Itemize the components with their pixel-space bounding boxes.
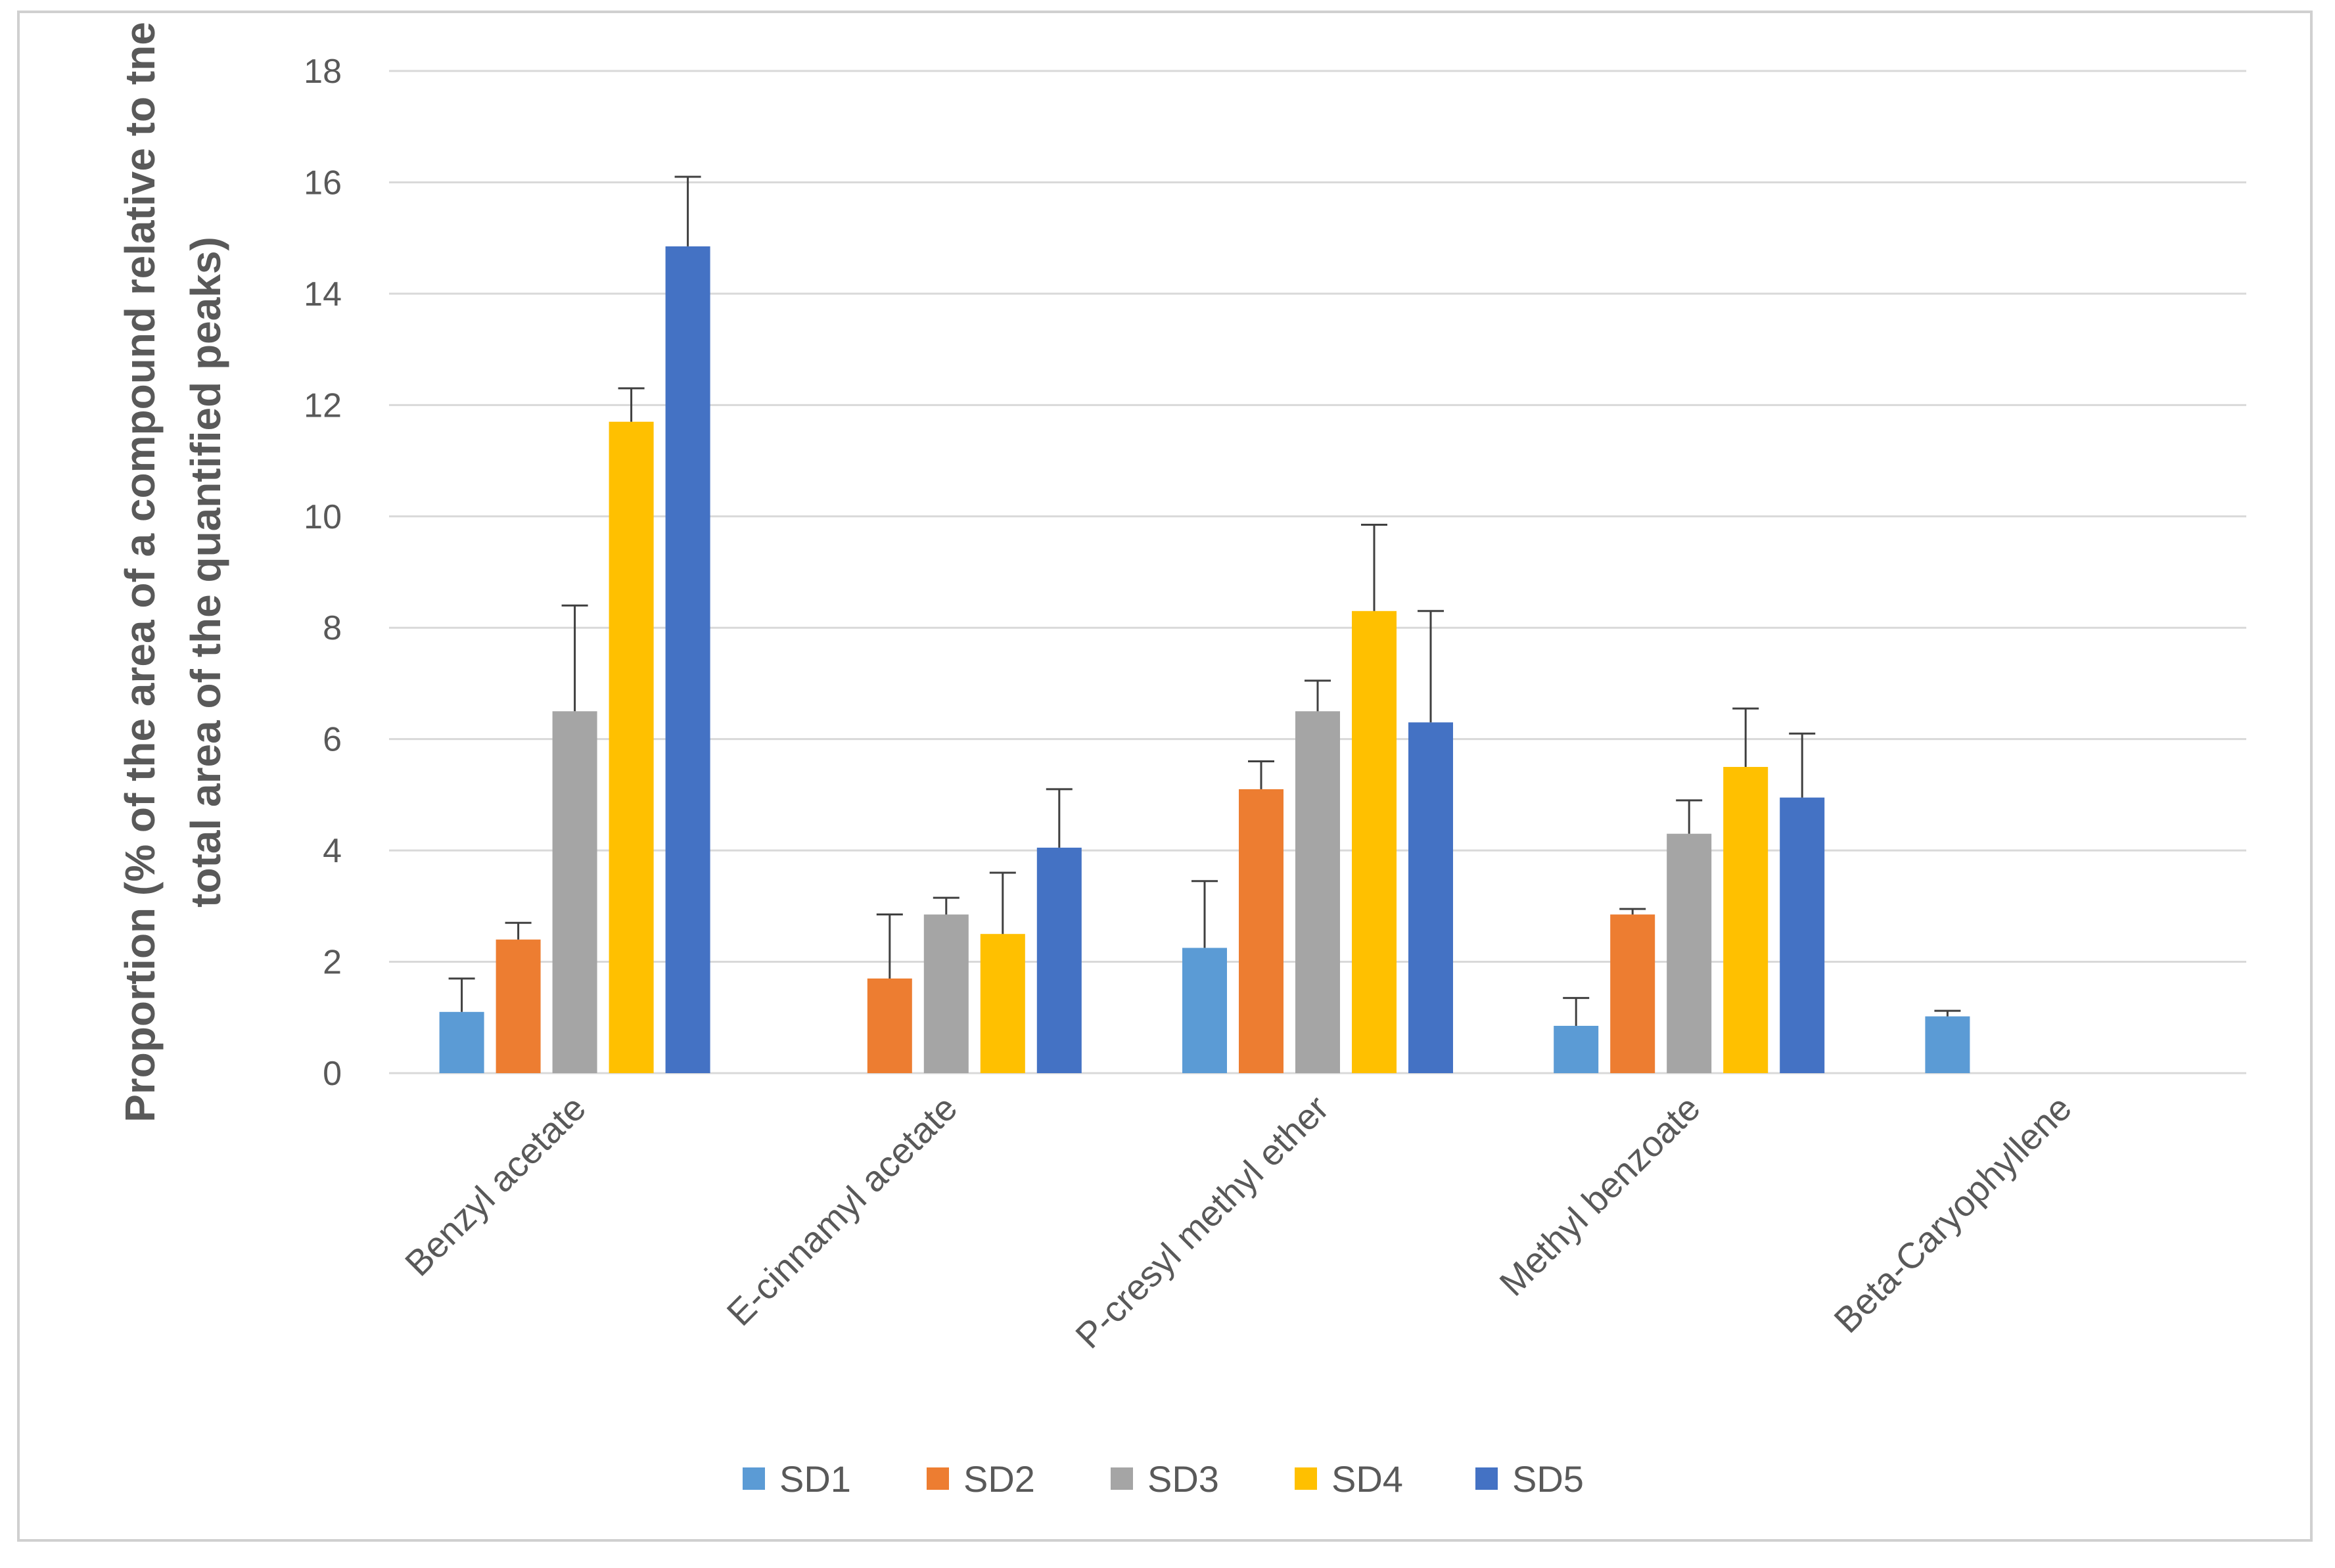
error-bar-sd3 bbox=[1305, 680, 1331, 712]
y-tick-label: 2 bbox=[323, 944, 342, 982]
legend-label: SD1 bbox=[779, 1458, 851, 1500]
bar-sd4 bbox=[1723, 767, 1769, 1073]
bar-sd2 bbox=[496, 939, 541, 1073]
category-label: Methyl benzoate bbox=[1491, 1088, 1707, 1304]
legend-swatch bbox=[743, 1467, 765, 1490]
legend-swatch bbox=[1295, 1467, 1317, 1490]
legend-label: SD3 bbox=[1147, 1458, 1219, 1500]
y-tick-label: 6 bbox=[323, 721, 342, 759]
y-axis-title-line-1: Proportion (% of the area of a compound … bbox=[116, 22, 164, 1122]
bar-sd3 bbox=[552, 711, 597, 1073]
error-bar-sd3 bbox=[1676, 799, 1703, 834]
error-bar-sd4 bbox=[989, 871, 1016, 934]
y-axis-title: Proportion (% of the area of a compound … bbox=[116, 22, 229, 1122]
bars bbox=[439, 246, 1970, 1073]
y-tick-label: 18 bbox=[304, 53, 342, 91]
bar-sd3 bbox=[1295, 711, 1340, 1073]
y-tick-label: 14 bbox=[304, 275, 342, 313]
y-tick-label: 0 bbox=[323, 1055, 342, 1093]
category-label: E-cinnamyl acetate bbox=[719, 1088, 965, 1334]
error-bar-sd4 bbox=[618, 387, 645, 422]
legend-swatch bbox=[1111, 1467, 1133, 1490]
error-bar-sd5 bbox=[1789, 732, 1816, 798]
legend-item-sd3: SD3 bbox=[1111, 1458, 1219, 1500]
legend-item-sd2: SD2 bbox=[927, 1458, 1035, 1500]
y-tick-label: 4 bbox=[323, 832, 342, 870]
y-axis-title-line-2: total area of the quantified peaks) bbox=[182, 237, 229, 908]
error-bar-sd5 bbox=[1418, 610, 1444, 723]
y-tick-label: 8 bbox=[323, 609, 342, 647]
error-bar-sd2 bbox=[1248, 760, 1274, 789]
legend-swatch bbox=[1475, 1467, 1498, 1490]
bar-sd3 bbox=[1667, 833, 1712, 1073]
bar-sd1 bbox=[439, 1011, 484, 1073]
error-bar-sd5 bbox=[674, 175, 701, 246]
y-tick-label: 16 bbox=[304, 164, 342, 202]
error-bar-sd2 bbox=[1619, 908, 1646, 915]
category-label: Benzyl acetate bbox=[397, 1088, 593, 1284]
error-bar-sd5 bbox=[1046, 788, 1073, 848]
error-bars bbox=[448, 175, 1961, 1026]
bar-sd1 bbox=[1925, 1016, 1970, 1073]
bar-sd2 bbox=[867, 978, 912, 1073]
category-labels: Benzyl acetate E-cinnamyl acetate P-cresyl… bbox=[397, 1088, 2079, 1356]
y-tick-label: 12 bbox=[304, 386, 342, 425]
bar-sd2 bbox=[1610, 914, 1655, 1073]
bar-sd2 bbox=[1239, 789, 1283, 1073]
error-bar-sd4 bbox=[1732, 707, 1759, 768]
bar-sd1 bbox=[1182, 948, 1227, 1073]
category-label: Beta-Caryophyllene bbox=[1826, 1088, 2079, 1341]
y-tick-labels: 0 2 4 6 8 10 12 14 16 18 bbox=[304, 53, 342, 1093]
error-bar-sd1 bbox=[448, 977, 475, 1012]
bar-sd1 bbox=[1554, 1025, 1599, 1073]
legend-label: SD4 bbox=[1331, 1458, 1403, 1500]
bar-sd4 bbox=[609, 421, 654, 1073]
error-bar-sd1 bbox=[1563, 997, 1590, 1026]
error-bar-sd2 bbox=[876, 913, 903, 979]
bar-sd4 bbox=[980, 934, 1025, 1073]
bar-sd5 bbox=[1408, 722, 1453, 1073]
error-bar-sd4 bbox=[1361, 523, 1387, 611]
error-bar-sd3 bbox=[561, 604, 588, 712]
error-bar-sd2 bbox=[505, 921, 532, 940]
bar-sd5 bbox=[665, 246, 710, 1073]
legend-label: SD2 bbox=[963, 1458, 1035, 1500]
legend-item-sd5: SD5 bbox=[1475, 1458, 1584, 1500]
legend-swatch bbox=[927, 1467, 949, 1490]
y-tick-label: 10 bbox=[304, 498, 342, 536]
error-bar-sd3 bbox=[933, 896, 959, 915]
bar-sd5 bbox=[1036, 847, 1082, 1073]
legend-label: SD5 bbox=[1512, 1458, 1584, 1500]
category-label: P-cresyl methyl ether bbox=[1067, 1088, 1336, 1356]
bar-sd5 bbox=[1780, 797, 1825, 1073]
chart-frame bbox=[17, 11, 2313, 1542]
legend: SD1 SD2 SD3 SD4 SD5 bbox=[743, 1458, 1584, 1500]
error-bar-sd1 bbox=[1191, 880, 1218, 948]
bar-sd4 bbox=[1352, 611, 1397, 1073]
legend-item-sd4: SD4 bbox=[1295, 1458, 1403, 1500]
bar-sd3 bbox=[923, 914, 969, 1073]
legend-item-sd1: SD1 bbox=[743, 1458, 851, 1500]
error-bar-sd1 bbox=[1934, 1009, 1961, 1017]
